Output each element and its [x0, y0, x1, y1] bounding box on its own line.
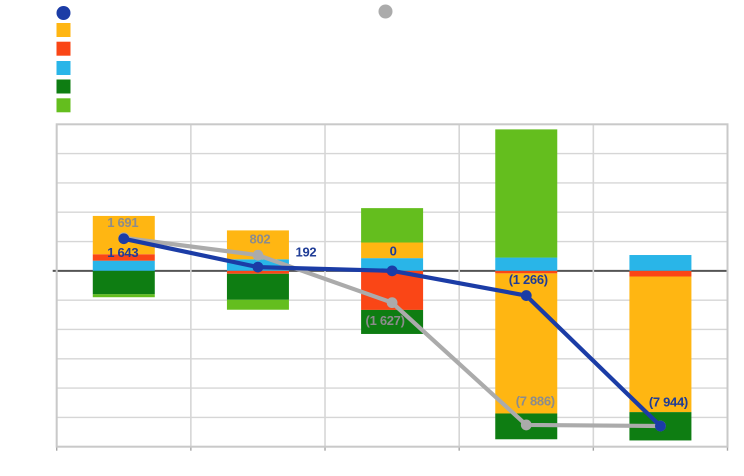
plot-border: [55, 123, 729, 448]
navy-line-labels: 1 643 192 0 (1 266) (7 944): [107, 243, 688, 409]
bar-segment-light-blue: [495, 257, 558, 271]
navy-line-data-label: 0: [390, 243, 397, 258]
gray-line-data-label: 1 691: [107, 215, 138, 230]
gray-line-data-label: (7 886): [516, 393, 555, 408]
legend-swatch-4-square: [56, 79, 71, 94]
bar-segment-light-green: [226, 299, 289, 310]
bar-segment-light-green: [361, 208, 424, 243]
legend-swatch-5-square: [56, 98, 71, 113]
bar-segment-dark-green: [92, 270, 155, 295]
navy-line-marker: [252, 261, 264, 273]
navy-line-marker: [118, 233, 130, 245]
legend-swatch-right-0-circle: [378, 4, 393, 19]
gray-line-labels: 1 691 802 (1 627) (7 886): [107, 215, 555, 408]
gray-line-data-label: 802: [250, 232, 271, 247]
gray-line-marker: [252, 249, 264, 261]
bar-segment-light-blue: [92, 260, 155, 271]
navy-line-data-label: 1 643: [107, 245, 138, 260]
bar-segment-dark-green: [226, 273, 289, 300]
bar-segment-light-blue: [361, 258, 424, 271]
navy-line-data-label: 192: [296, 245, 317, 260]
bar-segment-light-green: [495, 129, 558, 258]
navy-line-marker: [520, 290, 532, 301]
legend-swatch-1-square: [56, 23, 71, 37]
bar-segment-orange-red: [629, 270, 692, 277]
navy-line-data-label: (7 944): [649, 395, 688, 410]
navy-line-marker: [655, 420, 666, 432]
navy-line-data-label: (1 266): [509, 272, 548, 287]
navy-line-marker: [386, 265, 398, 277]
bar-segment-amber: [629, 276, 692, 413]
bar-segment-light-green: [92, 294, 155, 298]
legend-swatch-3-square: [56, 61, 71, 75]
stacked-bars: [92, 129, 692, 441]
legend: [56, 4, 393, 113]
bar-segment-light-blue: [629, 255, 692, 271]
bar-segment-amber: [361, 242, 424, 259]
gray-line-marker: [520, 419, 532, 431]
legend-swatch-2-square: [56, 41, 71, 56]
bar-segment-orange-red: [92, 254, 155, 261]
navy-line: [118, 233, 666, 432]
gray-line-marker: [386, 297, 398, 309]
bar-segment-orange-red: [495, 270, 558, 274]
legend-swatch-0-circle: [56, 6, 71, 20]
gray-line-data-label: (1 627): [366, 313, 405, 328]
